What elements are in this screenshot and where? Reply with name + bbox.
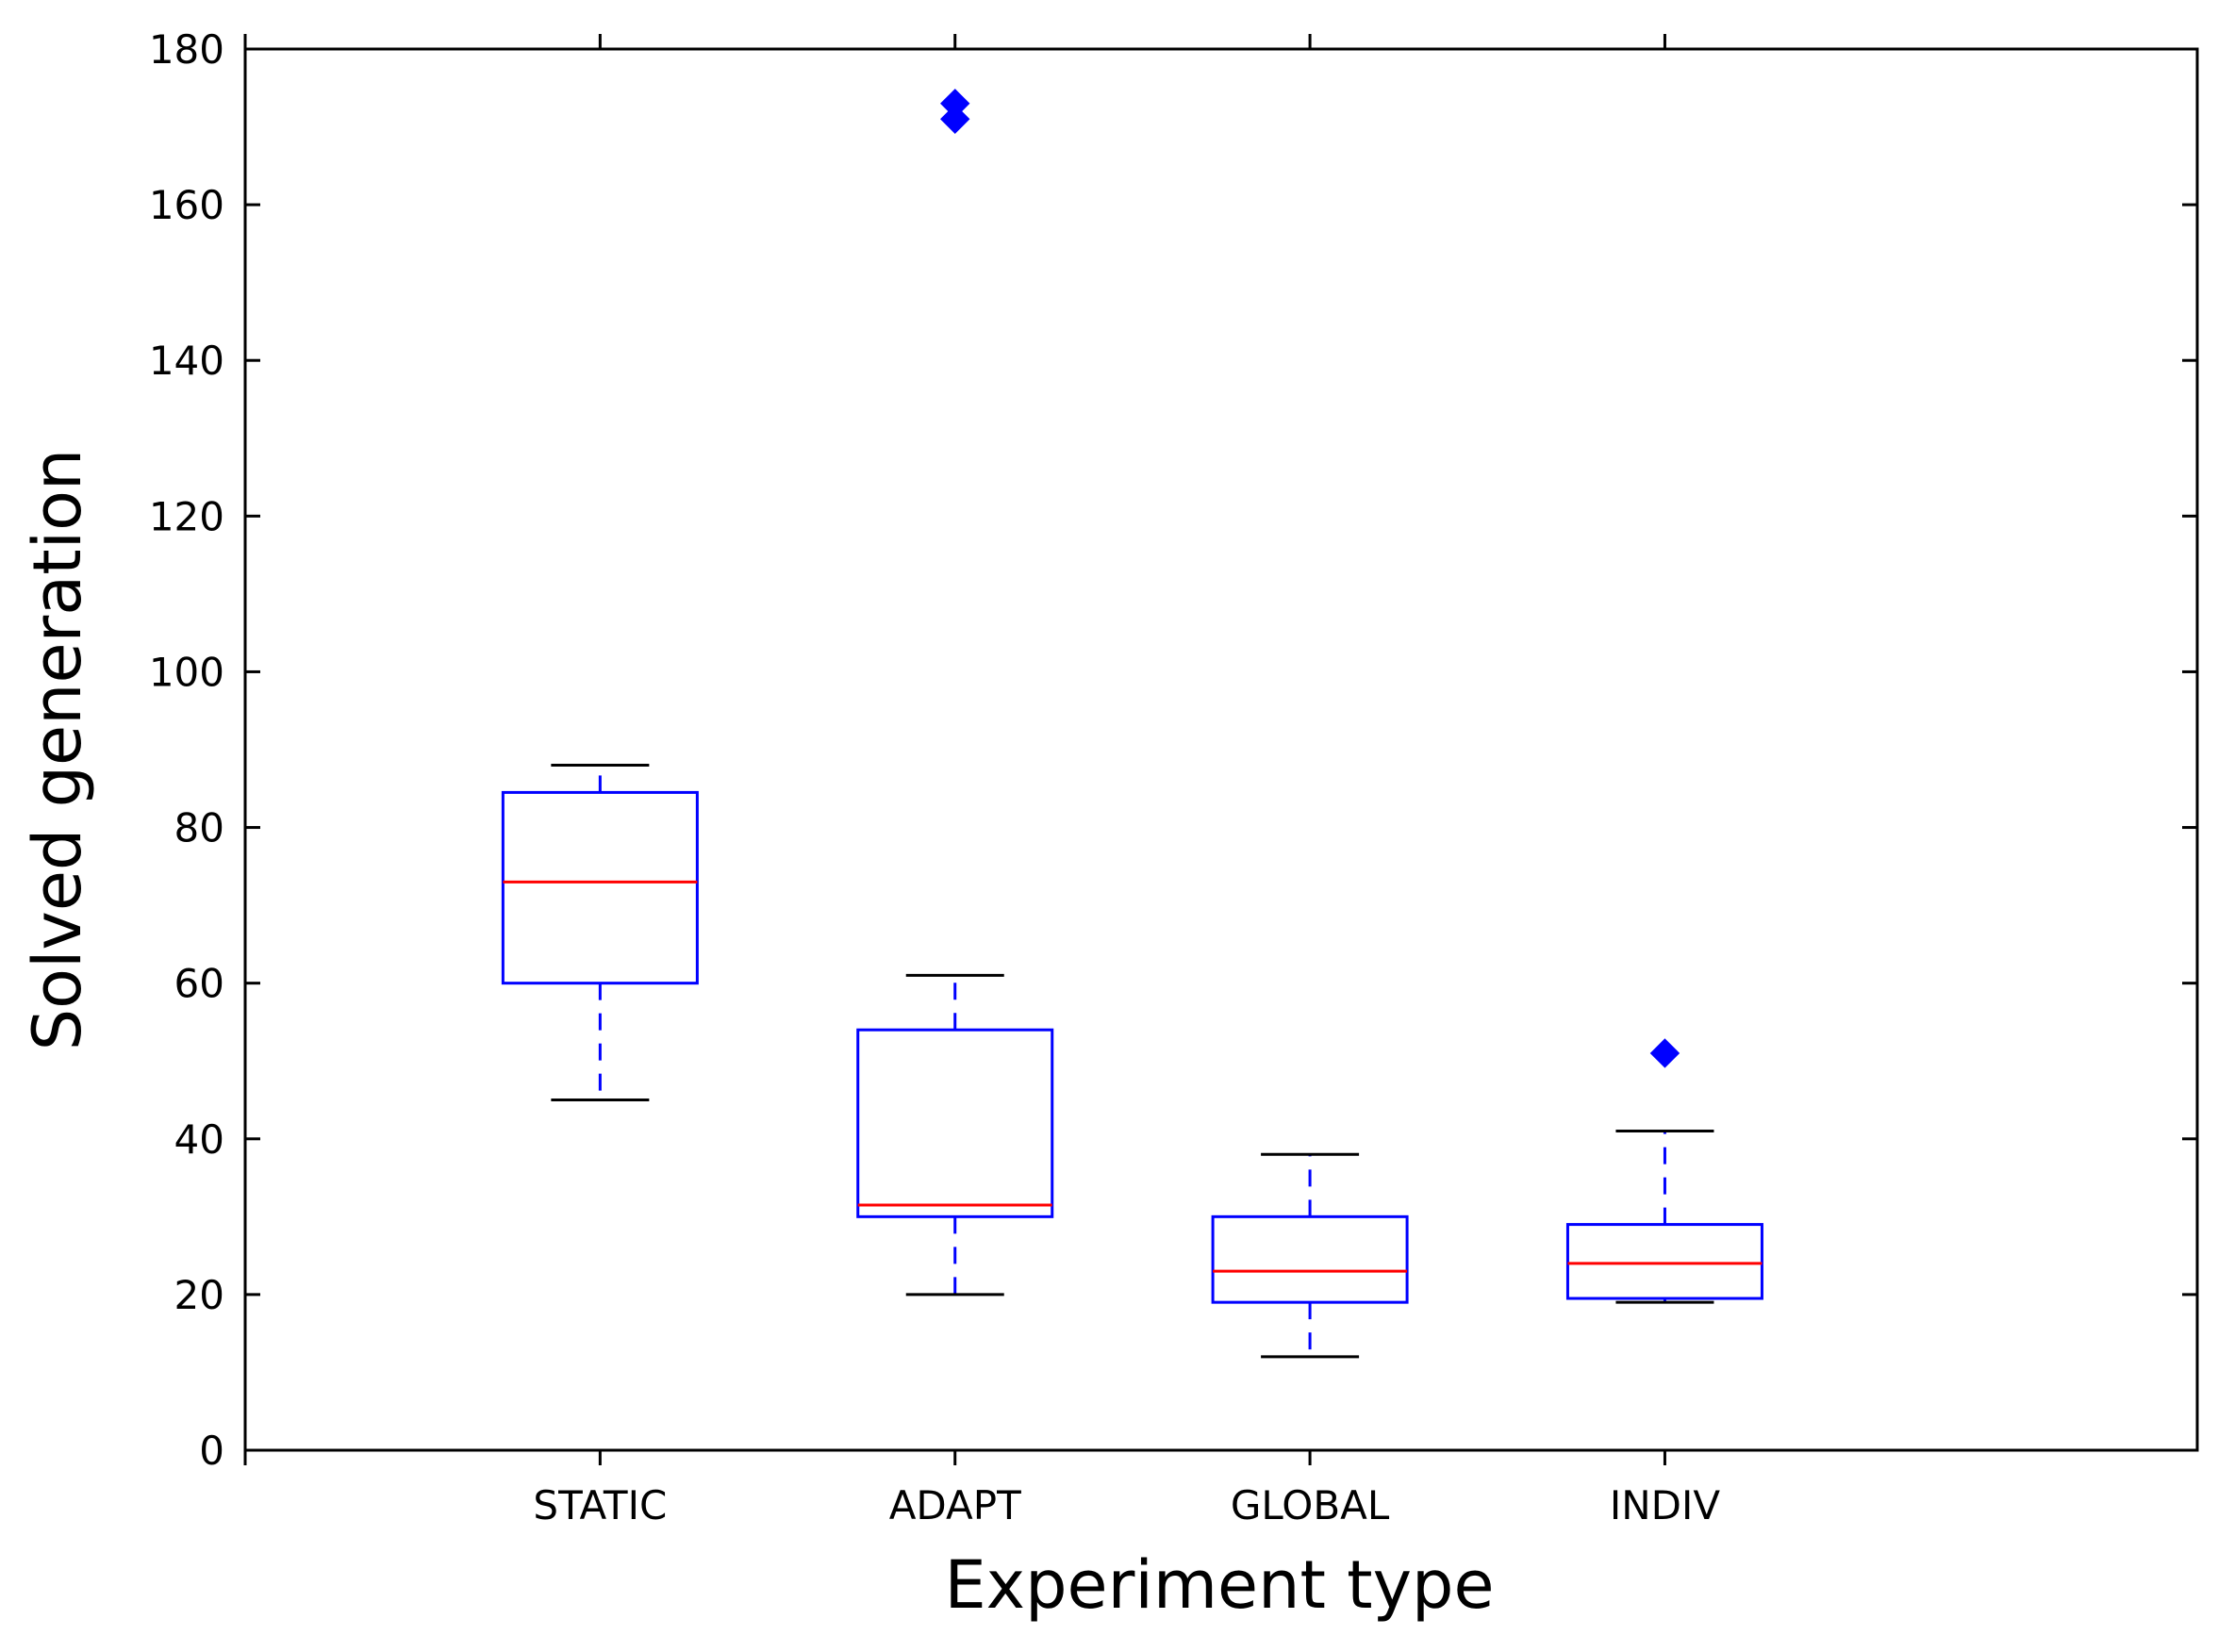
- y-tick-label-140: 140: [149, 338, 224, 384]
- box-group-indiv: [1565, 1038, 1763, 1304]
- x-tick-label-global: GLOBAL: [1231, 1482, 1390, 1528]
- y-tick-label-80: 80: [174, 805, 224, 851]
- y-tick-label-40: 40: [174, 1116, 224, 1163]
- x-axis-title: Experiment type: [944, 1546, 1494, 1624]
- x-tick-label-static: STATIC: [533, 1482, 667, 1528]
- y-tick-label-160: 160: [149, 182, 224, 228]
- y-tick-label-120: 120: [149, 493, 224, 539]
- x-tick-label-adapt: ADAPT: [889, 1482, 1021, 1528]
- box-group-global: [1211, 1152, 1409, 1359]
- box-indiv: [1565, 1223, 1763, 1300]
- outlier-indiv-1: [1649, 1038, 1680, 1068]
- y-axis-title: Solved generation: [19, 449, 96, 1051]
- y-tick-label-60: 60: [174, 961, 224, 1007]
- y-tick-label-100: 100: [149, 649, 224, 695]
- box-group-static: [501, 764, 699, 1101]
- y-tick-label-20: 20: [174, 1272, 224, 1318]
- y-tick-label-0: 0: [199, 1428, 224, 1474]
- y-tick-label-180: 180: [149, 26, 224, 73]
- x-tick-label-indiv: INDIV: [1610, 1482, 1721, 1528]
- plot-frame: [243, 47, 2199, 1452]
- box-group-adapt: [856, 89, 1054, 1297]
- box-global: [1211, 1214, 1409, 1304]
- outlier-adapt-2: [940, 89, 970, 119]
- box-static: [501, 790, 699, 985]
- box-adapt: [856, 1028, 1054, 1218]
- outlier-adapt-1: [940, 104, 970, 135]
- plot-area: [501, 89, 1763, 1359]
- axes: 0 20 40 60 80 100 120 140 160 180 STATIC ADAPT GLOBA…: [149, 26, 2199, 1528]
